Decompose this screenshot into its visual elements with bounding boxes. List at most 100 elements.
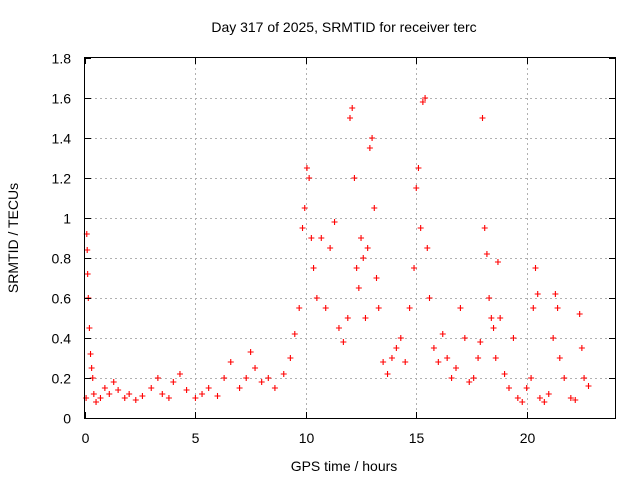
data-points xyxy=(83,95,592,405)
data-point xyxy=(335,325,342,331)
y-tick-label: 0 xyxy=(63,411,71,427)
data-point xyxy=(366,145,373,151)
data-point xyxy=(369,135,376,141)
data-point xyxy=(87,351,94,357)
data-point xyxy=(536,395,543,401)
data-point xyxy=(360,255,367,261)
x-axis-label: GPS time / hours xyxy=(291,458,398,474)
data-point xyxy=(115,387,122,393)
data-point xyxy=(406,305,413,311)
x-tick-label: 0 xyxy=(82,430,90,446)
chart-title: Day 317 of 2025, SRMTID for receiver ter… xyxy=(211,19,476,35)
data-point xyxy=(448,375,455,381)
data-point xyxy=(475,355,482,361)
data-point xyxy=(313,295,320,301)
data-point xyxy=(411,265,418,271)
data-point xyxy=(532,265,539,271)
data-point xyxy=(541,399,548,405)
plot-frame xyxy=(84,57,616,419)
data-point xyxy=(461,335,468,341)
data-point xyxy=(101,385,108,391)
data-point xyxy=(528,375,535,381)
data-point xyxy=(159,391,166,397)
data-point xyxy=(176,371,183,377)
data-point xyxy=(86,325,93,331)
data-point xyxy=(492,355,499,361)
data-point xyxy=(435,359,442,365)
data-point xyxy=(154,375,161,381)
data-point xyxy=(106,391,113,397)
data-point xyxy=(344,315,351,321)
data-point xyxy=(444,355,451,361)
data-point xyxy=(347,115,353,121)
data-point xyxy=(214,393,221,399)
data-point xyxy=(351,175,358,181)
data-point xyxy=(417,225,424,231)
data-point xyxy=(183,387,190,393)
y-tick-label: 0.6 xyxy=(52,291,72,307)
data-point xyxy=(126,391,133,397)
x-tick-label: 5 xyxy=(192,430,200,446)
data-point xyxy=(170,379,177,385)
data-point xyxy=(252,365,259,371)
data-point xyxy=(221,375,228,381)
data-point xyxy=(488,315,495,321)
data-point xyxy=(301,205,308,211)
data-point xyxy=(88,365,95,371)
data-point xyxy=(550,335,557,341)
data-point xyxy=(291,331,298,337)
y-tick-label: 0.4 xyxy=(52,331,72,347)
data-point xyxy=(296,305,303,311)
data-point xyxy=(192,395,199,401)
y-axis-label: SRMTID / TECUs xyxy=(5,183,21,293)
data-point xyxy=(510,335,517,341)
data-point xyxy=(205,385,212,391)
data-point xyxy=(310,265,317,271)
data-point xyxy=(364,245,371,251)
y-tick-label: 1 xyxy=(63,211,71,227)
data-point xyxy=(466,379,473,385)
data-point xyxy=(554,305,561,311)
data-point xyxy=(247,349,254,355)
data-point xyxy=(506,385,512,391)
y-tick-label: 1.8 xyxy=(52,51,72,67)
data-point xyxy=(271,385,278,391)
data-point xyxy=(199,391,206,397)
data-point xyxy=(479,115,486,121)
data-point xyxy=(545,391,552,397)
data-point xyxy=(139,393,146,399)
grid xyxy=(85,58,615,418)
data-point xyxy=(585,383,592,389)
y-tick-label: 1.2 xyxy=(52,171,72,187)
data-point xyxy=(393,345,400,351)
data-point xyxy=(318,235,325,241)
data-point xyxy=(519,399,526,405)
x-tick-label: 10 xyxy=(299,430,315,446)
data-point xyxy=(477,339,484,345)
data-point xyxy=(470,375,477,381)
data-point xyxy=(380,359,387,365)
axis-ticks xyxy=(85,58,615,419)
data-point xyxy=(413,185,420,191)
data-point xyxy=(84,271,91,277)
data-point xyxy=(576,311,583,317)
data-point xyxy=(453,365,459,371)
data-point xyxy=(353,265,360,271)
data-point xyxy=(362,315,369,321)
data-point xyxy=(430,345,437,351)
data-point xyxy=(84,247,91,253)
data-point xyxy=(556,355,563,361)
y-tick-label: 0.2 xyxy=(52,371,72,387)
data-point xyxy=(483,251,490,257)
data-point xyxy=(523,385,530,391)
y-tick-label: 1.4 xyxy=(52,131,72,147)
data-point xyxy=(530,305,537,311)
data-point xyxy=(358,235,365,241)
data-point xyxy=(581,375,588,381)
data-point xyxy=(578,345,585,351)
data-point xyxy=(93,399,100,405)
data-point xyxy=(355,285,362,291)
data-point xyxy=(371,205,378,211)
